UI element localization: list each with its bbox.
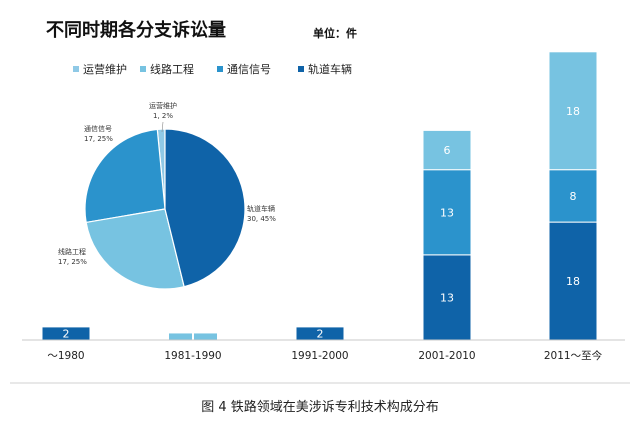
pie-slice-2 bbox=[85, 208, 185, 290]
legend-swatch-1 bbox=[140, 66, 146, 72]
x-tick-label-2: 1991-2000 bbox=[291, 350, 348, 362]
x-tick-label-3: 2001-2010 bbox=[418, 350, 475, 362]
bar-data-label-3-1: 13 bbox=[440, 206, 454, 219]
legend: 运营维护 线路工程 通信信号 轨道车辆 bbox=[73, 62, 352, 76]
pie-label-1-1: 17, 25% bbox=[84, 135, 113, 143]
legend-label-1: 线路工程 bbox=[150, 62, 194, 76]
bar-data-label-4-0: 18 bbox=[566, 275, 580, 288]
pie-label-2-1: 17, 25% bbox=[58, 258, 87, 266]
bar-data-label-2-0: 2 bbox=[317, 327, 324, 340]
x-tick-label-4: 2011～至今 bbox=[544, 349, 603, 362]
bar-segment-4-2 bbox=[548, 169, 598, 223]
bar-segment-1-1-b bbox=[194, 333, 217, 340]
figure-caption: 图 4 铁路领域在美涉诉专利技术构成分布 bbox=[201, 399, 439, 415]
pie-label-2-0: 线路工程 bbox=[58, 247, 86, 256]
bar-segment-3-1 bbox=[422, 129, 472, 171]
bar-segment-4-1 bbox=[548, 51, 598, 171]
legend-label-0: 运营维护 bbox=[83, 62, 127, 76]
pie-chart: 运营维护 1, 2% 通信信号 17, 25% 线路工程 17, 25% 轨道车辆 30, 4… bbox=[58, 101, 276, 290]
x-tick-label-0: ～1980 bbox=[47, 350, 84, 362]
pie-label-3-1: 30, 45% bbox=[247, 215, 276, 223]
bar-data-label-0-0: 2 bbox=[63, 327, 70, 340]
bar-data-label-4-2: 18 bbox=[566, 105, 580, 118]
pie-label-0-0: 运营维护 bbox=[149, 101, 177, 110]
unit-label: 单位：件 bbox=[313, 26, 357, 40]
pie-leader-line bbox=[161, 121, 164, 133]
pie-slice-3 bbox=[164, 128, 246, 288]
legend-label-2: 通信信号 bbox=[227, 63, 271, 76]
x-tick-label-1: 1981-1990 bbox=[164, 350, 221, 362]
pie-label-3-0: 轨道车辆 bbox=[247, 204, 275, 213]
bar-segment-1-1-a bbox=[169, 333, 192, 340]
legend-swatch-3 bbox=[298, 66, 304, 72]
pie-slice-1 bbox=[84, 128, 166, 224]
chart-title: 不同时期各分支诉讼量 bbox=[46, 19, 226, 41]
bar-data-label-3-0: 13 bbox=[440, 291, 454, 304]
legend-swatch-2 bbox=[217, 66, 223, 72]
bar-segment-3-2 bbox=[422, 169, 472, 256]
legend-swatch-0 bbox=[73, 66, 79, 72]
pie-label-0-1: 1, 2% bbox=[153, 112, 173, 120]
bar-data-label-3-2: 6 bbox=[444, 144, 451, 157]
bar-segment-3-3 bbox=[422, 254, 472, 341]
bar-data-label-4-1: 8 bbox=[570, 190, 577, 203]
x-axis-ticks: ～1980 1981-1990 1991-2000 2001-2010 2011～至今 bbox=[47, 349, 602, 362]
bar-chart: 2 2 13 13 6 18 8 18 bbox=[41, 51, 598, 341]
legend-label-3: 轨道车辆 bbox=[308, 62, 352, 76]
pie-label-1-0: 通信信号 bbox=[84, 124, 112, 133]
